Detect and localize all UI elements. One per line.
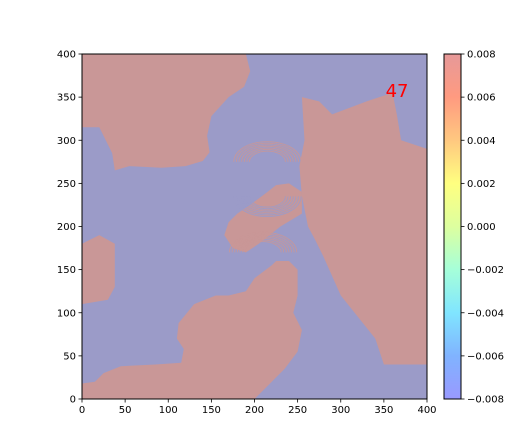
colorbar-tick-label: −0.006: [467, 351, 504, 362]
colorbar-tick-label: 0.006: [467, 93, 496, 104]
fringe-arc: [243, 147, 292, 162]
colorbar-bar: [443, 53, 462, 400]
positive-region-4: [224, 183, 302, 253]
y-tick-label: 150: [57, 265, 76, 276]
x-tick-label: 200: [245, 405, 264, 416]
x-tick-label: 100: [159, 405, 178, 416]
interference-fringes: [229, 141, 302, 253]
colorbar-tick-label: −0.008: [467, 395, 504, 406]
fringe-arc: [248, 150, 286, 162]
fringe-arc: [233, 196, 302, 217]
y-tick-label: 300: [57, 136, 76, 147]
fringe-arc: [242, 239, 285, 253]
y-tick-label: 100: [57, 308, 76, 319]
fringe-arc: [244, 241, 282, 253]
x-tick-label: 250: [288, 405, 307, 416]
y-axis: 0 50 100 150 200 250 300 350 400: [57, 50, 82, 406]
fringe-arc: [248, 196, 286, 208]
y-tick-label: 0: [70, 395, 76, 406]
y-tick-label: 50: [63, 351, 76, 362]
colorbar-tick-label: −0.002: [467, 265, 504, 276]
positive-regions: [82, 54, 427, 399]
x-tick-label: 300: [331, 405, 350, 416]
fringe-arc: [236, 236, 290, 253]
fringe-arc: [241, 145, 294, 162]
fringe-arc: [235, 196, 299, 216]
positive-region-0: [82, 54, 251, 171]
colorbar: 0.008 0.006 0.004 0.002 0.000 −0.002 −0.004 −0.…: [443, 50, 504, 406]
colorbar-tick-label: 0.008: [467, 50, 496, 61]
x-tick-label: 400: [417, 405, 436, 416]
y-tick-label: 400: [57, 50, 76, 61]
x-tick-label: 350: [374, 405, 393, 416]
colorbar-tick-label: 0.004: [467, 136, 496, 147]
fringe-arc: [243, 196, 292, 211]
y-tick-label: 350: [57, 93, 76, 104]
fringe-arc: [235, 142, 299, 162]
x-tick-label: 0: [79, 405, 85, 416]
fringe-arc: [231, 233, 295, 253]
positive-region-2: [82, 261, 302, 399]
colorbar-ticks: 0.008 0.006 0.004 0.002 0.000 −0.002 −0.004 −0.…: [461, 50, 504, 406]
frame-number-annotation: 47: [386, 81, 409, 102]
colorbar-tick-label: −0.004: [467, 308, 504, 319]
y-tick-label: 200: [57, 222, 76, 233]
colorbar-tick-label: 0.000: [467, 222, 496, 233]
fringe-arc: [229, 231, 298, 253]
heatmap-plot-area: [81, 53, 428, 400]
x-tick-label: 50: [119, 405, 132, 416]
fringe-arc: [234, 234, 292, 253]
fringe-arc: [238, 144, 297, 162]
fringe-arc: [241, 196, 294, 213]
fringe-arc: [246, 196, 289, 210]
positive-region-1: [82, 235, 115, 305]
y-tick-label: 250: [57, 179, 76, 190]
colorbar-tick-label: 0.002: [467, 179, 496, 190]
positive-region-3: [299, 92, 427, 365]
fringe-arc: [238, 196, 297, 214]
fringe-arc: [233, 141, 302, 162]
fringe-arc: [246, 149, 289, 162]
fringe-arc: [239, 238, 287, 253]
x-tick-label: 150: [202, 405, 221, 416]
x-axis: 0 50 100 150 200 250 300 350 400: [79, 399, 437, 416]
